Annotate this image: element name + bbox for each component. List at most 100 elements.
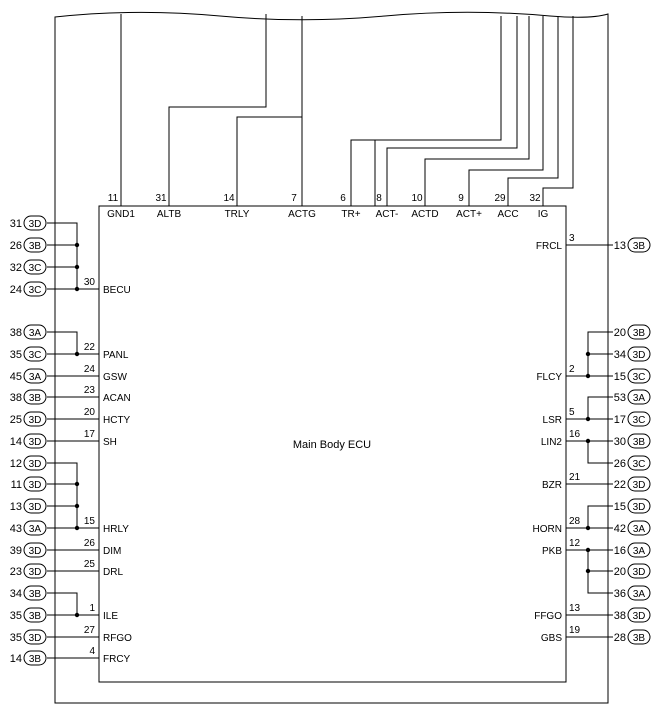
connector-ref: 43 3A [10,520,47,536]
wire-horn-bus [566,505,613,529]
connector-id: 3D [633,350,646,361]
connector-id: 3D [633,567,646,578]
right-pin-name: FLCY [536,372,562,383]
left-pin-name: ILE [103,611,118,622]
connector-ref: 32 3C [10,259,47,275]
connector-badge [627,368,651,384]
connector-ref: 38 3D [614,607,651,623]
right-pin-name: HORN [533,524,562,535]
connector-badge [23,281,47,297]
connector-number: 53 [614,392,626,404]
junction-dot [585,568,591,574]
connector-number: 11 [11,479,22,491]
connector-ref: 53 3A [614,389,651,405]
left-pin-name: RFGO [103,633,132,644]
connector-badge [627,585,651,601]
wire-altb [168,14,267,206]
connector-ref: 25 3D [10,411,47,427]
right-connectors: 13 3B 20 3B 34 3D 15 3C 53 3A 17 3C 30 3B 26 3C 22 3D 15 3D… [614,237,651,645]
right-pin-name: FFGO [534,611,562,622]
top-pin-name: TRLY [225,209,250,220]
connector-number: 31 [10,218,22,230]
connector-ref: 30 3B [614,433,651,449]
connector-ref: 15 3D [614,498,651,514]
connector-badge [627,389,651,405]
top-pin-name: TR+ [341,209,360,220]
connector-number: 13 [614,240,626,252]
connector-ref: 15 3C [614,368,651,384]
connector-ref: 20 3B [614,324,651,340]
right-pin-name: GBS [541,633,562,644]
connector-number: 36 [614,588,626,600]
connector-number: 28 [614,632,626,644]
harness-outline [54,11,609,704]
connector-number: 39 [10,545,22,557]
connector-id: 3B [29,241,42,252]
connector-badge [23,563,47,579]
connector-ref: 14 3B [10,650,47,666]
wire-tr-plus [350,16,502,206]
top-pin-name: ACTD [411,209,438,220]
wire [587,441,613,464]
left-pin-number: 26 [84,538,96,549]
connector-id: 3C [29,350,42,361]
connector-ref: 35 3D [10,629,47,645]
connector-ref: 34 3B [10,585,47,601]
top-pin-number: 6 [340,193,346,204]
wire-trly [236,16,303,206]
connector-number: 34 [10,588,22,600]
right-pin-number: 13 [569,603,581,614]
connector-ref: 39 3D [10,542,47,558]
left-pin-name: HCTY [103,415,131,426]
connector-number: 15 [614,501,626,513]
connector-id: 3B [29,654,42,665]
connector-badge [23,433,47,449]
connector-badge [627,433,651,449]
right-pin-name: LSR [543,415,562,426]
connector-id: 3D [633,502,646,513]
connector-number: 26 [10,240,22,252]
right-pin-labels: 3 FRCL 2 FLCY 5 LSR 16 LIN2 21 BZR 28 HORN 12 PKB 13 FF… [533,233,581,644]
connector-ref: 38 3B [10,389,47,405]
connector-badge [627,346,651,362]
connector-id: 3D [29,502,42,513]
connector-id: 3A [29,328,42,339]
left-pin-number: 1 [89,603,95,614]
connector-number: 22 [614,479,626,491]
connector-number: 14 [10,653,22,665]
connector-badge [23,411,47,427]
connector-number: 35 [10,610,22,622]
top-pin-name: IG [538,209,549,220]
wire-panl-bus [47,331,99,355]
top-pin-number: 11 [108,193,119,204]
connector-number: 20 [614,566,626,578]
left-pin-number: 25 [84,559,96,570]
left-pin-name: BECU [103,285,131,296]
connector-id: 3C [29,285,42,296]
top-pin-number: 31 [155,193,167,204]
top-pin-number: 32 [529,193,541,204]
connector-badge [23,368,47,384]
connector-id: 3B [633,328,646,339]
left-pin-number: 22 [84,342,96,353]
left-pin-number: 30 [84,277,96,288]
connector-id: 3B [633,437,646,448]
wire-act-minus [386,16,518,206]
connector-badge [23,520,47,536]
left-pin-number: 27 [84,625,96,636]
top-pin-name: ALTB [157,209,182,220]
connector-badge [627,237,651,253]
connector-badge [23,542,47,558]
connector-id: 3A [633,589,646,600]
connector-number: 32 [10,262,22,274]
junction-dot [74,503,80,509]
connector-number: 38 [10,327,22,339]
junction-dot [74,351,80,357]
connector-number: 17 [614,414,626,426]
top-pin-number: 7 [291,193,297,204]
top-pin-number: 10 [411,193,423,204]
junction-dot [585,416,591,422]
top-pin-name: ACTG [288,209,316,220]
connector-badge [627,542,651,558]
